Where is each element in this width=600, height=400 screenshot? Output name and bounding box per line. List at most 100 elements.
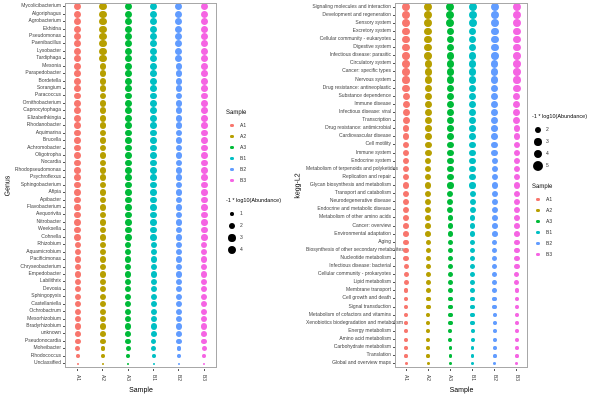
data-point bbox=[99, 308, 107, 315]
data-point bbox=[402, 174, 410, 181]
data-point bbox=[201, 286, 208, 293]
data-point bbox=[402, 43, 410, 52]
data-point bbox=[201, 226, 208, 234]
data-point bbox=[200, 99, 208, 107]
data-point bbox=[424, 117, 432, 125]
data-point bbox=[99, 159, 107, 167]
dot-row: Substance dependence bbox=[306, 92, 528, 100]
data-point bbox=[99, 271, 107, 278]
data-point bbox=[176, 331, 182, 337]
data-point bbox=[176, 354, 182, 359]
data-point bbox=[402, 92, 410, 100]
dot-row: Development and regeneration bbox=[306, 11, 528, 20]
data-point bbox=[175, 122, 183, 130]
dot-row: Achromobacter bbox=[6, 144, 217, 152]
size-legend-dot bbox=[533, 161, 543, 171]
sample-legend-item: A2 bbox=[226, 131, 281, 142]
dot-row-points bbox=[395, 238, 528, 246]
data-point bbox=[513, 206, 520, 213]
data-point bbox=[150, 226, 157, 234]
data-point bbox=[150, 293, 157, 300]
x-tick-mark bbox=[77, 369, 79, 371]
y-tick-mark bbox=[393, 22, 395, 24]
dot-row-points bbox=[395, 27, 528, 36]
y-tick-mark bbox=[393, 282, 395, 284]
y-tick-label: Flavobacterium bbox=[26, 204, 61, 211]
y-tick-label: Immune disease bbox=[354, 100, 391, 107]
y-tick-label: Replication and repair bbox=[342, 173, 391, 180]
data-point bbox=[491, 198, 498, 205]
y-tick-label: Aging bbox=[378, 238, 391, 245]
data-point bbox=[102, 362, 104, 365]
data-point bbox=[402, 84, 410, 92]
data-point bbox=[175, 196, 183, 204]
data-point bbox=[447, 174, 454, 181]
data-point bbox=[175, 18, 183, 26]
data-point bbox=[124, 92, 132, 100]
data-point bbox=[426, 321, 431, 326]
y-tick-mark bbox=[393, 38, 395, 40]
data-point bbox=[99, 301, 107, 308]
data-point bbox=[200, 77, 208, 85]
y-tick-mark bbox=[63, 363, 65, 365]
data-point bbox=[446, 43, 455, 52]
data-point bbox=[491, 149, 499, 157]
data-point bbox=[491, 125, 499, 133]
x-tick-label: A1 bbox=[403, 374, 410, 382]
data-point bbox=[201, 346, 207, 352]
data-point bbox=[471, 362, 475, 366]
data-point bbox=[125, 137, 132, 144]
data-point bbox=[74, 189, 81, 196]
y-tick-label: Psychroflexus bbox=[29, 174, 61, 181]
data-point bbox=[74, 308, 81, 315]
dot-row: Rhodanobacter bbox=[6, 122, 217, 130]
y-tick-label: Cancer: overview bbox=[352, 222, 391, 229]
x-tick-label: B2 bbox=[175, 374, 182, 382]
data-point bbox=[74, 3, 82, 11]
data-point bbox=[492, 296, 498, 302]
y-tick-label: Xenobiotics biodegradation and metabolis… bbox=[306, 319, 404, 326]
data-point bbox=[99, 32, 107, 40]
y-tick-label: Substance dependence bbox=[338, 92, 391, 99]
data-point bbox=[74, 47, 82, 55]
data-point bbox=[150, 85, 158, 92]
dot-row: Digestive system bbox=[306, 43, 528, 52]
y-tick-label: Paenibacillus bbox=[31, 40, 61, 47]
data-point bbox=[403, 255, 409, 262]
data-point bbox=[150, 18, 158, 26]
dot-row-points bbox=[65, 345, 217, 352]
left-size-legend-title: -1 * log10(Abundance) bbox=[226, 198, 282, 204]
dot-row-points bbox=[395, 181, 528, 189]
data-point bbox=[200, 114, 208, 122]
data-point bbox=[200, 174, 208, 182]
size-legend-label: 3 bbox=[240, 235, 243, 241]
dot-row: Weeksella bbox=[6, 226, 217, 234]
data-point bbox=[74, 70, 82, 78]
data-point bbox=[201, 181, 208, 189]
dot-row-points bbox=[395, 311, 528, 319]
dot-row-points bbox=[395, 43, 528, 52]
dot-row: Paracoccus bbox=[6, 92, 217, 100]
data-point bbox=[469, 92, 477, 100]
data-point bbox=[175, 301, 183, 308]
x-tick-mark bbox=[102, 369, 104, 371]
y-tick-mark bbox=[393, 128, 395, 130]
dot-row-points bbox=[395, 230, 528, 238]
data-point bbox=[125, 256, 132, 263]
data-point bbox=[513, 133, 521, 141]
y-tick-mark bbox=[63, 147, 65, 149]
data-point bbox=[99, 256, 107, 263]
data-point bbox=[74, 286, 81, 293]
data-point bbox=[402, 182, 410, 189]
data-point bbox=[200, 18, 208, 26]
data-point bbox=[201, 249, 208, 256]
y-tick-mark bbox=[393, 257, 395, 259]
data-point bbox=[470, 280, 476, 286]
dot-row-points bbox=[65, 315, 217, 323]
dot-row: unknown bbox=[6, 330, 217, 337]
data-point bbox=[424, 11, 433, 20]
data-point bbox=[424, 84, 432, 92]
data-point bbox=[202, 354, 207, 359]
dot-row: Cellular community - eukaryotes bbox=[306, 35, 528, 44]
data-point bbox=[175, 181, 183, 189]
